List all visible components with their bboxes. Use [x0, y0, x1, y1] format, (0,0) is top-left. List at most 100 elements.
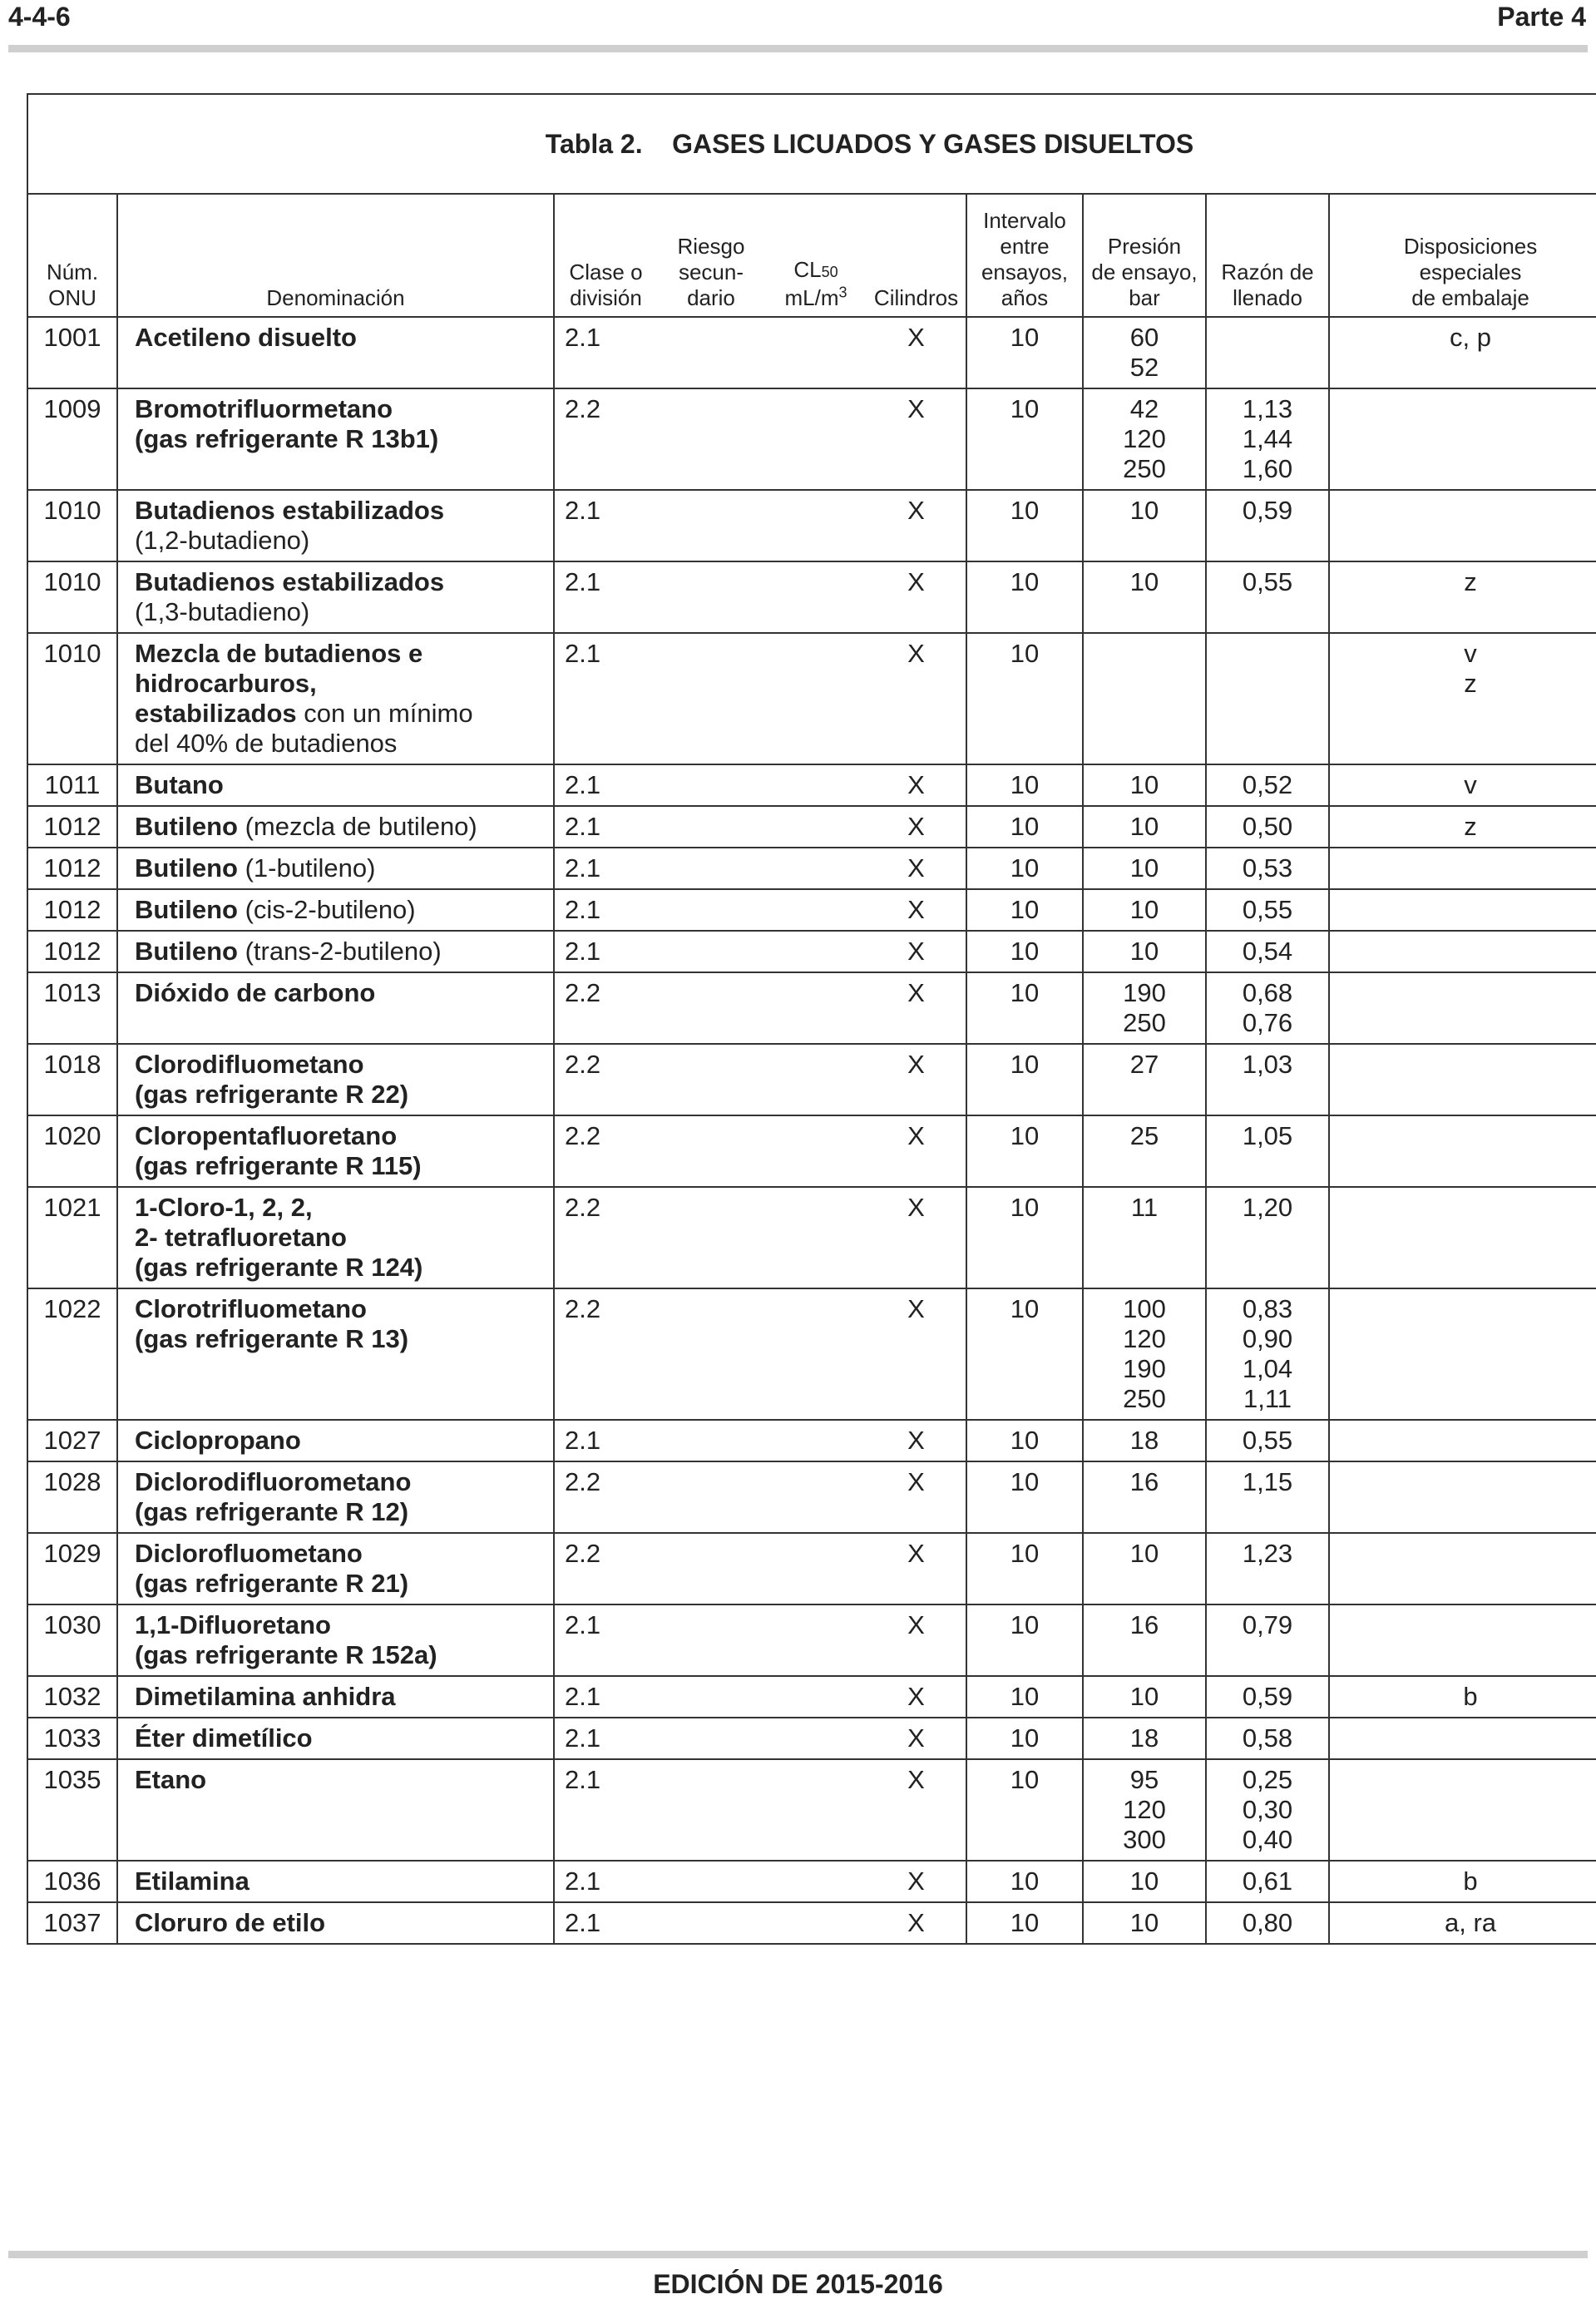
cylinders-cell: X: [867, 388, 967, 491]
table-row: 1028 Diclorodifluorometano (gas refrigeran…: [27, 1461, 1596, 1534]
substance-name-cell: Etilamina: [116, 1860, 555, 1903]
col-header-filling-ratio: Razón de llenado: [1205, 193, 1330, 318]
special-provisions-cell: [1327, 1419, 1596, 1462]
test-pressure-cell: 10: [1082, 489, 1207, 562]
lc50-cell: [765, 388, 867, 491]
lc50-cell: [765, 1860, 867, 1903]
substance-name-detail: (1-butileno): [238, 853, 376, 883]
ratio-value: 1,44: [1242, 424, 1293, 453]
pressure-value: 25: [1129, 1121, 1159, 1150]
filling-ratio-cell: 0,83 0,90 1,04 1,11: [1205, 1288, 1330, 1421]
filling-ratio-cell: 0,55: [1205, 561, 1330, 634]
test-interval-cell: 10: [966, 1675, 1084, 1718]
substance-name-detail: (mezcla de butileno): [238, 812, 477, 841]
special-provisions-cell: [1327, 1186, 1596, 1289]
substance-name-bold: Ciclopropano: [135, 1426, 301, 1455]
substance-name-cell: Diclorofluometano (gas refrigerante R 21): [116, 1532, 555, 1605]
special-provisions-cell: [1327, 1717, 1596, 1760]
substance-name-bold: Clorotrifluometano: [135, 1294, 367, 1323]
substance-name-bold: Clorodifluometano: [135, 1050, 364, 1079]
ratio-value: 0,52: [1242, 770, 1293, 799]
cylinders-cell: X: [867, 1717, 967, 1760]
page-part-label: Parte 4: [1497, 2, 1586, 32]
special-provision-code: z: [1464, 812, 1477, 841]
substance-name-bold: (gas refrigerante R 115): [135, 1151, 422, 1180]
special-provision-code: z: [1464, 669, 1477, 698]
filling-ratio-cell: 1,05: [1205, 1115, 1330, 1188]
table-body: 1001 Acetileno disuelto 2.1 X 10 60 52 c, p 1009…: [27, 316, 1596, 1945]
lc50-cell: [765, 930, 867, 973]
special-provisions-cell: [1327, 1288, 1596, 1421]
substance-name-bold: Butileno: [135, 853, 238, 883]
ratio-value: 1,04: [1242, 1354, 1293, 1383]
un-number-cell: 1029: [27, 1532, 118, 1605]
test-interval-cell: 10: [966, 1604, 1084, 1677]
test-pressure-cell: [1082, 632, 1207, 765]
test-interval-cell: 10: [966, 1532, 1084, 1605]
un-number-cell: 1022: [27, 1288, 118, 1421]
substance-name-bold: (gas refrigerante R 13b1): [135, 424, 439, 453]
test-pressure-cell: 10: [1082, 1532, 1207, 1605]
class-cell: 2.2: [553, 1043, 657, 1116]
cylinders-cell: X: [867, 561, 967, 634]
substance-name-bold: Dimetilamina anhidra: [135, 1682, 396, 1711]
class-cell: 2.1: [553, 632, 657, 765]
cylinders-cell: X: [867, 1419, 967, 1462]
table-row: 1012 Butileno (mezcla de butileno) 2.1 X 10 1…: [27, 805, 1596, 848]
col-header-un: Núm. ONU: [27, 193, 118, 318]
pressure-value: 120: [1123, 1324, 1166, 1353]
pressure-value: 10: [1129, 812, 1159, 841]
test-pressure-cell: 10: [1082, 930, 1207, 973]
un-number-cell: 1010: [27, 489, 118, 562]
cylinders-cell: X: [867, 1461, 967, 1534]
lc50-cell: [765, 1419, 867, 1462]
ratio-value: 0,83: [1242, 1294, 1293, 1323]
substance-name-bold: (gas refrigerante R 22): [135, 1080, 409, 1109]
lc50-cell: [765, 561, 867, 634]
special-provisions-cell: a, ra: [1327, 1901, 1596, 1945]
substance-name-bold: Cloropentafluoretano: [135, 1121, 398, 1150]
un-number-cell: 1035: [27, 1758, 118, 1862]
lc50-cell: [765, 489, 867, 562]
table-row: 1027 Ciclopropano 2.1 X 10 18 0,55: [27, 1419, 1596, 1462]
un-number-cell: 1018: [27, 1043, 118, 1116]
filling-ratio-cell: 0,59: [1205, 489, 1330, 562]
un-number-cell: 1012: [27, 847, 118, 890]
test-pressure-cell: 190 250: [1082, 972, 1207, 1045]
substance-name-bold: Butano: [135, 770, 224, 799]
substance-name-bold: (gas refrigerante R 124): [135, 1253, 423, 1282]
pressure-value: 10: [1129, 895, 1159, 924]
table-row: 1009 Bromotrifluormetano (gas refrigerante…: [27, 388, 1596, 491]
gases-table-container: Tabla 2. GASES LICUADOS Y GASES DISUELTO…: [26, 93, 1596, 1945]
test-pressure-cell: 10: [1082, 847, 1207, 890]
filling-ratio-cell: 0,53: [1205, 847, 1330, 890]
lc50-cell: [765, 1675, 867, 1718]
table-row: 1011 Butano 2.1 X 10 10 0,52 v: [27, 764, 1596, 807]
un-number-cell: 1010: [27, 561, 118, 634]
filling-ratio-cell: 0,52: [1205, 764, 1330, 807]
substance-name-bold: Acetileno disuelto: [135, 323, 357, 352]
substance-name-cell: Dimetilamina anhidra: [116, 1675, 555, 1718]
cylinders-cell: X: [867, 888, 967, 932]
filling-ratio-cell: 0,61: [1205, 1860, 1330, 1903]
pressure-value: 18: [1129, 1426, 1159, 1455]
cylinders-cell: X: [867, 764, 967, 807]
substance-name-cell: Bromotrifluormetano (gas refrigerante R 1…: [116, 388, 555, 491]
special-provisions-cell: [1327, 972, 1596, 1045]
un-number-cell: 1033: [27, 1717, 118, 1760]
lc50-cell: [765, 632, 867, 765]
subsidiary-risk-cell: [657, 1461, 765, 1534]
filling-ratio-cell: 0,58: [1205, 1717, 1330, 1760]
substance-name-bold: Butileno: [135, 937, 238, 966]
table-row: 1021 1-Cloro-1, 2, 2, 2- tetrafluoretano (g…: [27, 1186, 1596, 1289]
un-number-cell: 1037: [27, 1901, 118, 1945]
table-row: 1020 Cloropentafluoretano (gas refrigerant…: [27, 1115, 1596, 1188]
substance-name-detail: (1,2-butadieno): [135, 526, 310, 555]
lc50-cell: [765, 1288, 867, 1421]
special-provisions-cell: [1327, 1758, 1596, 1862]
class-cell: 2.1: [553, 489, 657, 562]
substance-name-bold: Etilamina: [135, 1866, 250, 1896]
test-interval-cell: 10: [966, 1419, 1084, 1462]
filling-ratio-cell: 0,55: [1205, 1419, 1330, 1462]
class-cell: 2.2: [553, 1186, 657, 1289]
